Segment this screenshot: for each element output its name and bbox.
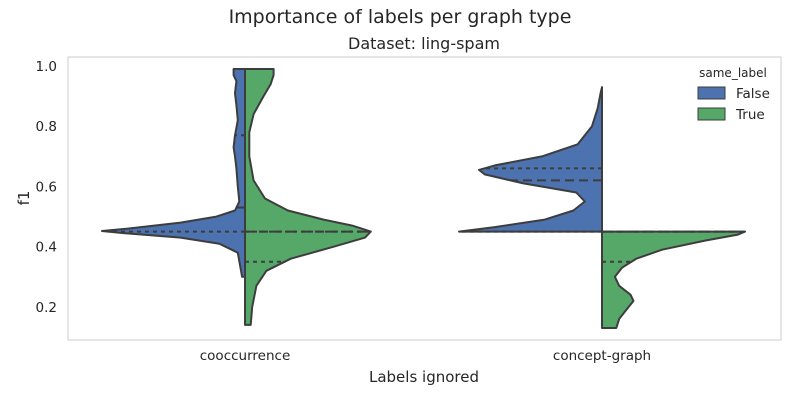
chart-title: Dataset: ling-spam xyxy=(348,34,500,53)
legend-label-true: True xyxy=(735,107,765,123)
violin-concept-graph-false xyxy=(458,86,603,233)
violin-cooccurrence-false xyxy=(101,68,246,278)
y-tick-label: 0.6 xyxy=(36,179,57,195)
legend-swatch-true xyxy=(697,107,726,121)
chart-suptitle: Importance of labels per graph type xyxy=(229,6,572,28)
legend-label-false: False xyxy=(736,86,770,102)
legend-swatch-false xyxy=(697,86,726,100)
violins-layer xyxy=(101,68,746,329)
legend: same_label False True xyxy=(697,66,770,123)
x-tick-label: cooccurrence xyxy=(200,348,291,364)
x-tick-label: concept-graph xyxy=(553,348,651,364)
plot-area xyxy=(67,56,782,341)
y-tick-label: 0.2 xyxy=(36,300,57,316)
violin-concept-graph-true xyxy=(601,230,746,329)
legend-title: same_label xyxy=(699,66,767,80)
x-tick-labels: cooccurrence concept-graph xyxy=(200,348,651,364)
y-tick-labels: 0.2 0.4 0.6 0.8 1.0 xyxy=(36,59,57,316)
y-tick-label: 0.4 xyxy=(36,240,57,256)
y-axis-label: f1 xyxy=(15,191,33,206)
y-tick-label: 0.8 xyxy=(36,119,57,135)
y-tick-label: 1.0 xyxy=(36,59,57,75)
violin-cooccurrence-true xyxy=(244,68,372,326)
x-axis-label: Labels ignored xyxy=(369,368,479,386)
